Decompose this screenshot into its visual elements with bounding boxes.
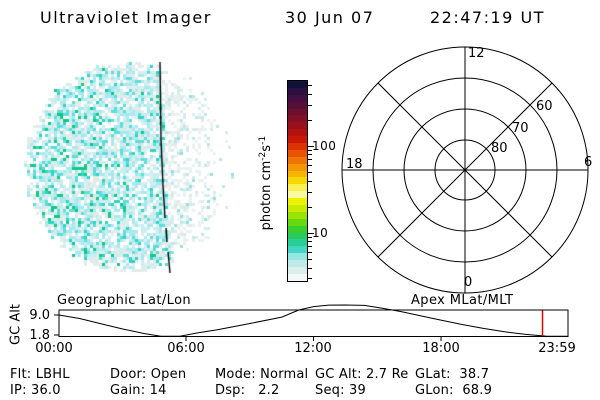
- status-ip: IP: 36.0: [10, 383, 61, 398]
- colorbar-band: [288, 184, 307, 192]
- lat-label-80: 80: [491, 141, 508, 156]
- colorbar-unit-s: s: [259, 144, 275, 152]
- colorbar-unit-label: photon cm-2s-1: [258, 108, 274, 258]
- colorbar-tick: [308, 206, 312, 208]
- colorbar-tick: [308, 171, 312, 173]
- status-gc-alt: GC Alt: 2.7 Re: [315, 367, 409, 382]
- orbit-xtick-2359: 23:59: [538, 341, 576, 356]
- colorbar-band: [288, 239, 307, 247]
- colorbar-band: [288, 246, 307, 254]
- orbit-xtick-1800: 18:00: [422, 341, 460, 356]
- status-glat: GLat: 38.7: [415, 367, 490, 382]
- colorbar-tick-label-10: 10: [312, 226, 329, 240]
- colorbar-band: [288, 81, 307, 88]
- colorbar-band: [288, 87, 307, 95]
- colorbar-band: [288, 136, 307, 144]
- colorbar-band: [288, 198, 307, 206]
- status-glon: GLon: 68.9: [415, 383, 493, 398]
- colorbar-tick: [308, 154, 312, 155]
- orbit-xtick-0600: 06:00: [167, 341, 205, 356]
- colorbar-unit-prefix: photon cm: [259, 160, 275, 231]
- colorbar-band: [288, 191, 307, 199]
- colorbar-band: [288, 273, 307, 281]
- colorbar-tick-label-100: 100: [312, 139, 337, 153]
- status-door: Door: Open: [110, 367, 187, 382]
- colorbar-band: [288, 129, 307, 137]
- observation-date: 30 Jun 07: [285, 8, 375, 27]
- colorbar-band: [288, 253, 307, 261]
- status-gain: Gain: 14: [110, 383, 167, 398]
- colorbar-tick: [308, 251, 312, 253]
- colorbar-band: [288, 122, 307, 130]
- colorbar-band: [288, 267, 307, 274]
- colorbar-tick: [308, 164, 312, 166]
- colorbar-tick: [308, 93, 312, 95]
- colorbar-unit-exp-1: -1: [257, 135, 268, 145]
- lat-label-70: 70: [512, 121, 529, 136]
- colorbar-tick: [308, 145, 314, 147]
- colorbar-band: [288, 108, 307, 116]
- orbit-plot-box: [58, 309, 569, 337]
- colorbar-tick: [308, 246, 312, 247]
- colorbar-band: [288, 177, 307, 185]
- status-filter: Flt: LBHL: [10, 367, 70, 382]
- uv-image-disk: [15, 50, 250, 285]
- colorbar-band: [288, 232, 307, 240]
- colorbar-unit-exp-2: -2: [257, 151, 268, 161]
- colorbar-tick: [308, 119, 312, 121]
- colorbar-band: [288, 115, 307, 123]
- colorbar-band: [288, 205, 307, 212]
- colorbar-tick: [308, 84, 312, 86]
- colorbar-band: [288, 143, 307, 150]
- colorbar-tick: [308, 180, 312, 182]
- mlt-label-12: 12: [468, 46, 485, 61]
- colorbar-tick: [308, 104, 312, 106]
- colorbar-tick: [308, 232, 314, 234]
- colorbar-tick: [308, 159, 312, 160]
- colorbar-band: [288, 163, 307, 171]
- colorbar-tick: [308, 149, 312, 151]
- orbit-ytick-1p8: 1.8: [29, 328, 50, 343]
- colorbar-band: [288, 218, 307, 226]
- app-title: Ultraviolet Imager: [40, 8, 212, 27]
- orbit-xtick-0000: 00:00: [35, 341, 73, 356]
- colorbar-band: [288, 170, 307, 178]
- mlt-label-18: 18: [346, 157, 363, 172]
- colorbar-tick: [308, 241, 312, 242]
- mlt-diagonal-sw-ne: [377, 82, 553, 258]
- colorbar-band: [288, 101, 307, 109]
- colorbar-band: [288, 149, 307, 157]
- apex-coords-label: Apex MLat/MLT: [411, 293, 514, 308]
- status-mode: Mode: Normal: [215, 367, 309, 382]
- mlt-polar-grid: 12 18 6 0 60 70 80: [341, 46, 592, 294]
- orbit-altitude-curve: [58, 304, 568, 337]
- geographic-coords-label: Geographic Lat/Lon: [57, 293, 192, 308]
- lat-label-60: 60: [536, 99, 553, 114]
- orbit-plot-svg: [54, 304, 569, 341]
- orbit-xtick-1200: 12:00: [294, 341, 332, 356]
- colorbar-band: [288, 156, 307, 164]
- status-seq: Seq: 39: [315, 383, 366, 398]
- colorbar-band: [288, 211, 307, 219]
- colorbar-tick: [308, 267, 312, 269]
- colorbar-tick: [308, 258, 312, 260]
- mlt-label-0: 0: [464, 275, 472, 290]
- colorbar: [287, 80, 308, 282]
- colorbar-tick: [308, 191, 312, 193]
- colorbar-band: [288, 260, 307, 268]
- colorbar-tick: [308, 236, 312, 238]
- observation-time: 22:47:19 UT: [430, 8, 545, 27]
- mlt-label-6: 6: [584, 155, 592, 170]
- status-dsp: Dsp: 2.2: [215, 383, 280, 398]
- colorbar-tick: [308, 277, 312, 279]
- orbit-ytick-9: 9.0: [29, 308, 50, 323]
- colorbar-band: [288, 225, 307, 233]
- colorbar-band: [288, 94, 307, 102]
